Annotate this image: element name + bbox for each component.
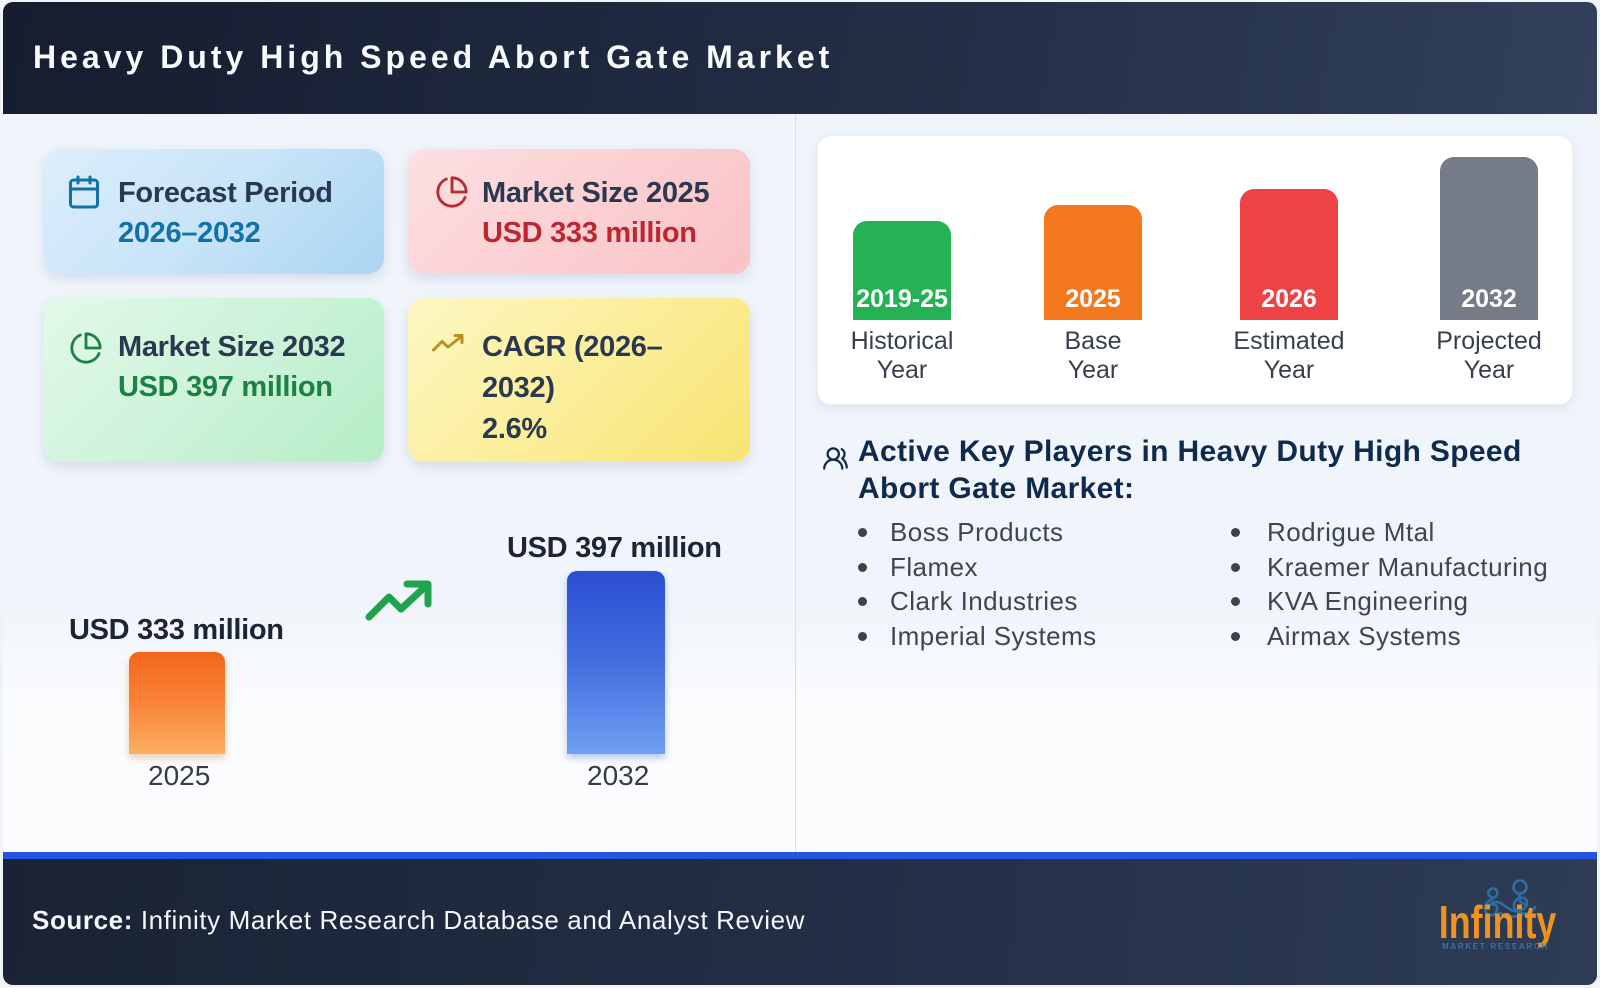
svg-text:MARKET RESEARCH: MARKET RESEARCH <box>1442 942 1549 951</box>
svg-text:Infinity: Infinity <box>1439 897 1557 948</box>
